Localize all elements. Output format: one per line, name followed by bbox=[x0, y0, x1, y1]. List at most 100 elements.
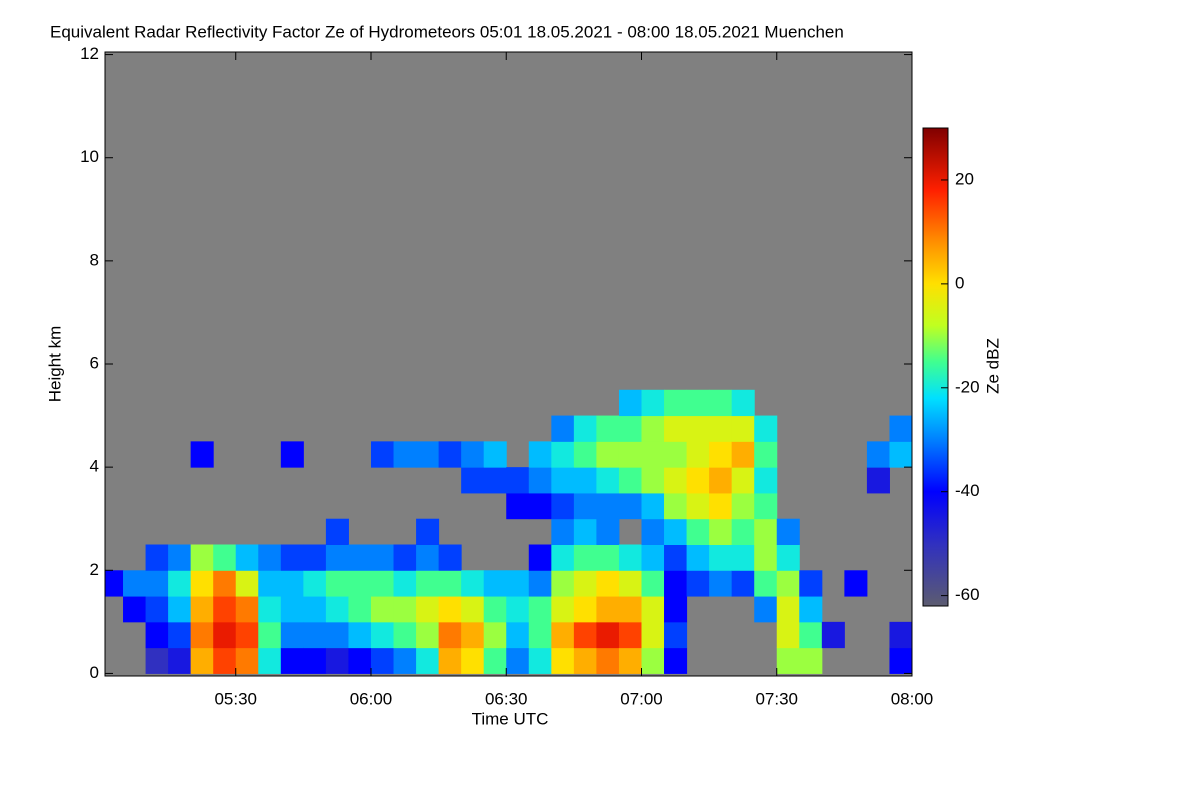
heatmap-cell bbox=[348, 596, 372, 623]
heatmap-cell bbox=[641, 518, 665, 545]
heatmap-cell bbox=[461, 621, 485, 649]
heatmap-cell bbox=[664, 415, 688, 442]
heatmap-cell bbox=[596, 647, 620, 674]
heatmap-cell bbox=[618, 544, 642, 571]
heatmap-cell bbox=[280, 596, 304, 623]
heatmap-cell bbox=[889, 415, 912, 442]
heatmap-cell bbox=[123, 596, 147, 623]
y-tick-label: 8 bbox=[90, 250, 99, 269]
heatmap-cell bbox=[776, 621, 800, 649]
heatmap-cell bbox=[596, 596, 620, 623]
heatmap-cell bbox=[731, 570, 755, 597]
heatmap-cell bbox=[641, 467, 665, 494]
heatmap-cell bbox=[213, 570, 237, 597]
heatmap-cell bbox=[325, 621, 349, 649]
y-tick-label: 0 bbox=[90, 663, 99, 682]
y-tick-label: 2 bbox=[90, 560, 99, 579]
heatmap-cell bbox=[709, 570, 733, 597]
heatmap-cell bbox=[506, 467, 530, 494]
heatmap-cell bbox=[551, 596, 575, 623]
heatmap-cell bbox=[664, 441, 688, 468]
x-axis-label: Time UTC bbox=[472, 709, 549, 728]
heatmap-cell bbox=[235, 621, 259, 649]
heatmap-cell bbox=[235, 570, 259, 597]
heatmap-cell bbox=[776, 544, 800, 571]
heatmap-cell bbox=[483, 596, 507, 623]
heatmap-cell bbox=[325, 518, 349, 545]
heatmap-cell bbox=[168, 647, 192, 674]
heatmap-cell bbox=[190, 596, 214, 623]
heatmap-cell bbox=[754, 518, 778, 545]
heatmap-cell bbox=[528, 621, 552, 649]
heatmap-cell bbox=[348, 544, 372, 571]
heatmap-cell bbox=[618, 415, 642, 442]
heatmap-cell bbox=[551, 544, 575, 571]
heatmap-cell bbox=[596, 441, 620, 468]
heatmap-cell bbox=[731, 544, 755, 571]
heatmap-cell bbox=[618, 467, 642, 494]
heatmap-cell bbox=[190, 621, 214, 649]
heatmap-cell bbox=[506, 492, 530, 520]
heatmap-cell bbox=[551, 647, 575, 674]
heatmap-cell bbox=[461, 467, 485, 494]
heatmap-cell bbox=[190, 441, 214, 468]
heatmap-cell bbox=[641, 596, 665, 623]
heatmap-cell bbox=[325, 544, 349, 571]
heatmap-cell bbox=[664, 492, 688, 520]
heatmap-cell bbox=[709, 415, 733, 442]
heatmap-cell bbox=[168, 544, 192, 571]
heatmap-cell bbox=[438, 647, 462, 674]
x-tick-label: 07:00 bbox=[620, 689, 663, 708]
heatmap-cell bbox=[573, 518, 597, 545]
heatmap-cell bbox=[686, 389, 710, 417]
heatmap-cell bbox=[461, 441, 485, 468]
heatmap-cell bbox=[190, 544, 214, 571]
heatmap-cell bbox=[573, 467, 597, 494]
heatmap-cell bbox=[799, 647, 823, 674]
heatmap-cell bbox=[731, 415, 755, 442]
heatmap-cell bbox=[168, 621, 192, 649]
heatmap-cell bbox=[258, 570, 282, 597]
heatmap-cell bbox=[754, 415, 778, 442]
heatmap-cell bbox=[776, 570, 800, 597]
heatmap-cell bbox=[235, 544, 259, 571]
heatmap-cell bbox=[641, 621, 665, 649]
heatmap-cell bbox=[731, 389, 755, 417]
heatmap-cell bbox=[438, 621, 462, 649]
heatmap-cell bbox=[573, 492, 597, 520]
heatmap-cell bbox=[461, 596, 485, 623]
heatmap-cell bbox=[393, 596, 417, 623]
heatmap-cell bbox=[506, 621, 530, 649]
heatmap-cell bbox=[551, 492, 575, 520]
y-tick-label: 4 bbox=[90, 457, 99, 476]
heatmap-cell bbox=[709, 492, 733, 520]
heatmap-cell bbox=[596, 621, 620, 649]
heatmap-cell bbox=[641, 492, 665, 520]
heatmap-cell bbox=[393, 544, 417, 571]
heatmap-cell bbox=[754, 544, 778, 571]
heatmap-cell bbox=[844, 570, 868, 597]
heatmap-cell bbox=[416, 570, 440, 597]
heatmap-cell bbox=[528, 544, 552, 571]
heatmap-cell bbox=[280, 544, 304, 571]
heatmap-cell bbox=[438, 570, 462, 597]
chart-title: Equivalent Radar Reflectivity Factor Ze … bbox=[50, 22, 844, 41]
heatmap-cell bbox=[596, 570, 620, 597]
heatmap-cell bbox=[461, 647, 485, 674]
heatmap-cell bbox=[303, 544, 327, 571]
heatmap-cell bbox=[596, 544, 620, 571]
heatmap-cell bbox=[506, 570, 530, 597]
y-tick-label: 12 bbox=[80, 44, 99, 63]
heatmap-cell bbox=[258, 596, 282, 623]
heatmap-cell bbox=[618, 389, 642, 417]
heatmap-cell bbox=[776, 518, 800, 545]
heatmap-cell bbox=[664, 544, 688, 571]
heatmap-cell bbox=[393, 621, 417, 649]
heatmap-cell bbox=[483, 647, 507, 674]
heatmap-cell bbox=[551, 570, 575, 597]
heatmap-cell bbox=[528, 492, 552, 520]
heatmap-cell bbox=[776, 596, 800, 623]
heatmap-cell bbox=[709, 544, 733, 571]
heatmap-cell bbox=[686, 467, 710, 494]
heatmap-cell bbox=[370, 621, 395, 649]
